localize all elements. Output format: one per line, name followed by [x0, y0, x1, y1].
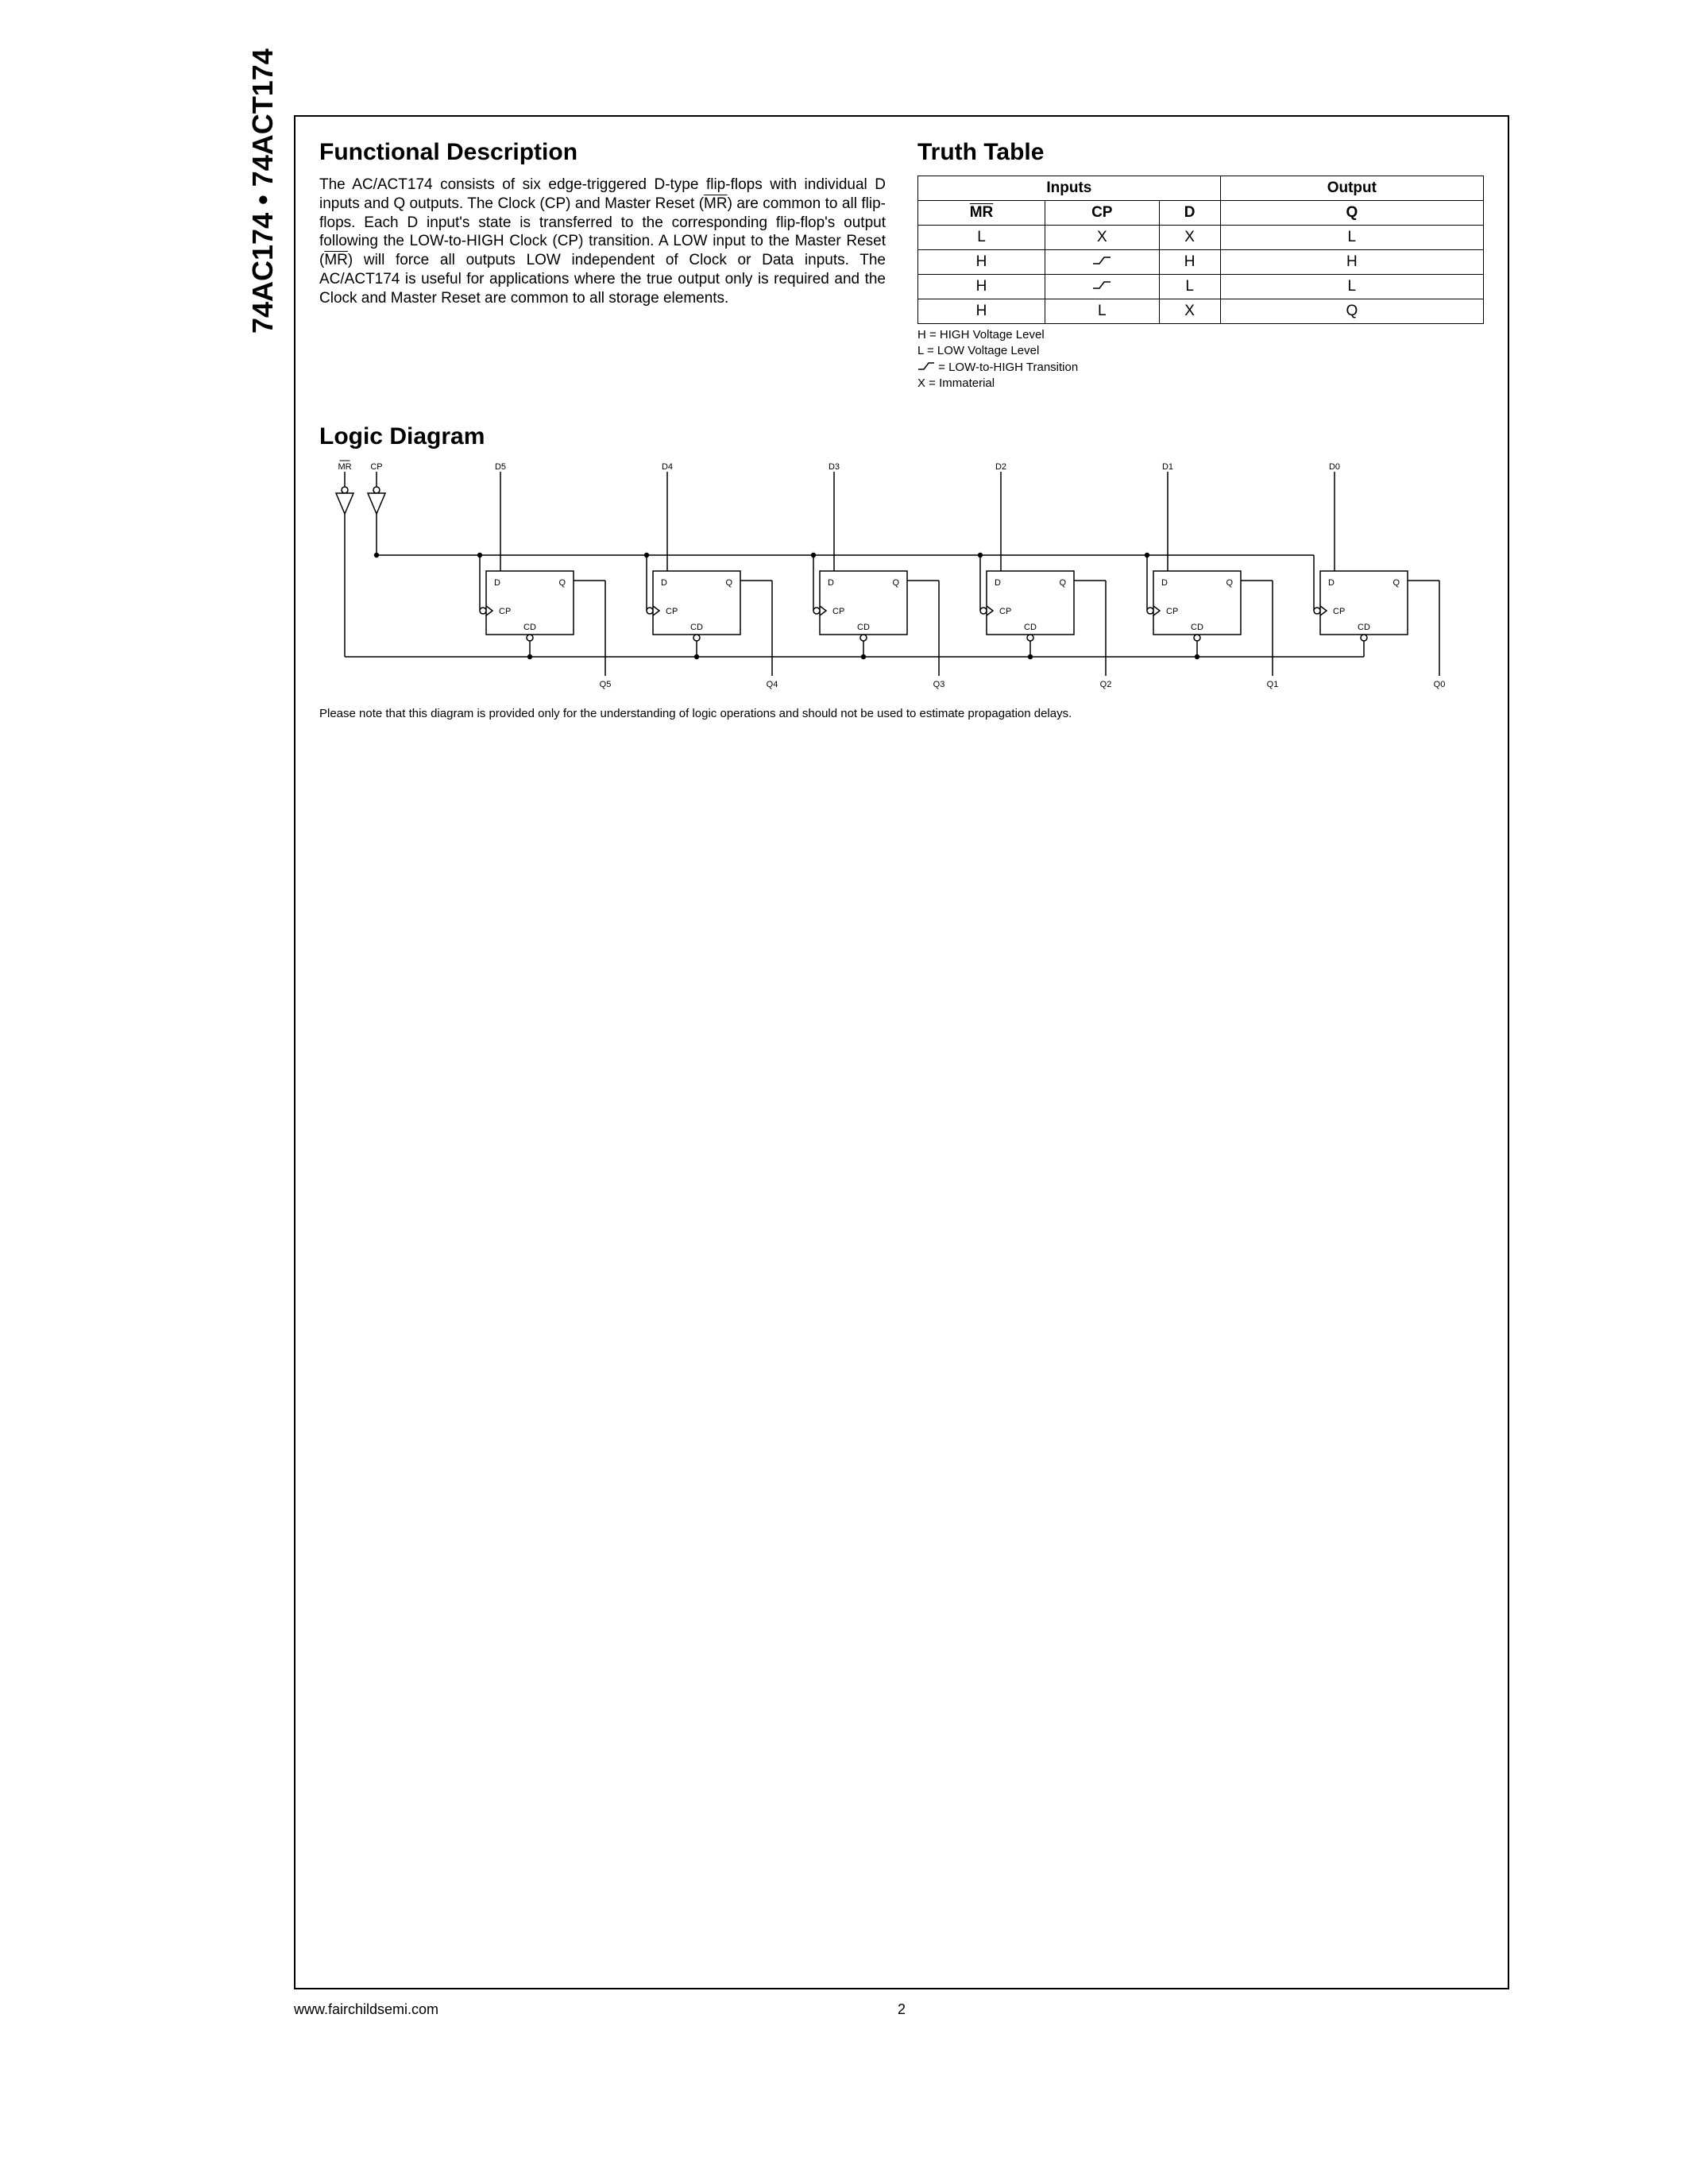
- table-header-row-1: Inputs Output: [918, 176, 1484, 201]
- table-cell: [1045, 250, 1160, 275]
- table-cell: X: [1045, 226, 1160, 250]
- logic-diagram-svg: MR CP D5 D Q CP CD Q5 D4 D Q CP CD Q4 D3 D Q CP CD Q3 D2 D Q CP…: [319, 460, 1479, 698]
- logic-diagram-note: Please note that this diagram is provide…: [319, 707, 1484, 720]
- svg-text:D1: D1: [1162, 462, 1173, 472]
- table-cell: [1045, 275, 1160, 299]
- logic-diagram-section: Logic Diagram MR CP D5 D Q CP CD Q5 D4 D Q CP CD Q4 D3…: [319, 423, 1484, 720]
- svg-text:D: D: [995, 578, 1001, 588]
- svg-text:D: D: [494, 578, 500, 588]
- svg-text:Q5: Q5: [600, 680, 612, 689]
- svg-text:D5: D5: [495, 462, 506, 472]
- table-cell: L: [1159, 275, 1220, 299]
- footer-url: www.fairchildsemi.com: [294, 2001, 438, 2018]
- svg-text:Q: Q: [892, 578, 899, 588]
- table-cell: H: [918, 299, 1045, 324]
- truth-table-heading: Truth Table: [917, 139, 1484, 166]
- table-row: HLXQ: [918, 299, 1484, 324]
- table-cell: X: [1159, 226, 1220, 250]
- logic-diagram-heading: Logic Diagram: [319, 423, 1484, 450]
- col-mr: MR: [918, 201, 1045, 226]
- legend-rise: = LOW-to-HIGH Transition: [917, 360, 1484, 376]
- svg-text:D4: D4: [662, 462, 673, 472]
- functional-description-section: Functional Description The AC/ACT174 con…: [319, 139, 886, 392]
- functional-description-heading: Functional Description: [319, 139, 886, 166]
- svg-text:CP: CP: [666, 607, 678, 616]
- legend-l: L = LOW Voltage Level: [917, 343, 1484, 359]
- svg-text:D2: D2: [995, 462, 1006, 472]
- col-d: D: [1159, 201, 1220, 226]
- output-header: Output: [1220, 176, 1483, 201]
- svg-text:Q: Q: [558, 578, 566, 588]
- table-row: HHH: [918, 250, 1484, 275]
- svg-text:Q4: Q4: [767, 680, 778, 689]
- svg-text:CP: CP: [1333, 607, 1345, 616]
- legend-h: H = HIGH Voltage Level: [917, 327, 1484, 343]
- svg-text:CD: CD: [857, 623, 870, 632]
- top-columns: Functional Description The AC/ACT174 con…: [319, 139, 1484, 392]
- table-cell: L: [1045, 299, 1160, 324]
- functional-description-text: The AC/ACT174 consists of six edge-trigg…: [319, 176, 886, 307]
- page-number: 2: [898, 2001, 906, 2018]
- svg-text:CP: CP: [499, 607, 511, 616]
- legend-x: X = Immaterial: [917, 376, 1484, 392]
- table-row: LXXL: [918, 226, 1484, 250]
- svg-text:CP: CP: [832, 607, 844, 616]
- svg-text:Q0: Q0: [1434, 680, 1446, 689]
- inputs-header: Inputs: [918, 176, 1221, 201]
- table-cell: X: [1159, 299, 1220, 324]
- svg-text:CD: CD: [1191, 623, 1203, 632]
- table-row: H LL: [918, 275, 1484, 299]
- svg-text:D: D: [1161, 578, 1168, 588]
- svg-text:D3: D3: [829, 462, 840, 472]
- svg-text:CD: CD: [1358, 623, 1370, 632]
- rising-edge-icon: [917, 360, 935, 376]
- page-border: Functional Description The AC/ACT174 con…: [294, 115, 1509, 1989]
- truth-table-section: Truth Table Inputs Output MR CP D Q LXXL…: [917, 139, 1484, 392]
- truth-table-legend: H = HIGH Voltage Level L = LOW Voltage L…: [917, 327, 1484, 392]
- svg-text:Q3: Q3: [933, 680, 945, 689]
- svg-text:Q1: Q1: [1267, 680, 1279, 689]
- svg-text:CD: CD: [690, 623, 703, 632]
- table-cell: L: [1220, 226, 1483, 250]
- svg-text:CP: CP: [999, 607, 1011, 616]
- table-header-row-2: MR CP D Q: [918, 201, 1484, 226]
- svg-text:CD: CD: [523, 623, 536, 632]
- table-cell: H: [1159, 250, 1220, 275]
- page-footer: www.fairchildsemi.com 2: [294, 2001, 1509, 2018]
- svg-text:MR: MR: [338, 462, 351, 472]
- svg-text:Q: Q: [725, 578, 732, 588]
- table-cell: H: [918, 275, 1045, 299]
- svg-text:CP: CP: [370, 462, 382, 472]
- col-cp: CP: [1045, 201, 1160, 226]
- svg-text:D: D: [1328, 578, 1335, 588]
- table-cell: H: [918, 250, 1045, 275]
- svg-text:CP: CP: [1166, 607, 1178, 616]
- svg-text:D: D: [828, 578, 834, 588]
- svg-text:Q2: Q2: [1100, 680, 1112, 689]
- table-cell: Q: [1220, 299, 1483, 324]
- side-part-label: 74AC174 • 74ACT174: [246, 48, 280, 334]
- svg-text:Q: Q: [1226, 578, 1233, 588]
- svg-text:CD: CD: [1024, 623, 1037, 632]
- table-cell: H: [1220, 250, 1483, 275]
- truth-table: Inputs Output MR CP D Q LXXLHHHHLLHLXQ: [917, 176, 1484, 324]
- table-cell: L: [918, 226, 1045, 250]
- svg-text:D0: D0: [1329, 462, 1340, 472]
- svg-text:Q: Q: [1059, 578, 1066, 588]
- svg-text:Q: Q: [1393, 578, 1400, 588]
- col-q: Q: [1220, 201, 1483, 226]
- logic-diagram: MR CP D5 D Q CP CD Q5 D4 D Q CP CD Q4 D3 D Q CP CD Q3 D2 D Q CP…: [319, 460, 1484, 702]
- table-cell: L: [1220, 275, 1483, 299]
- svg-text:D: D: [661, 578, 667, 588]
